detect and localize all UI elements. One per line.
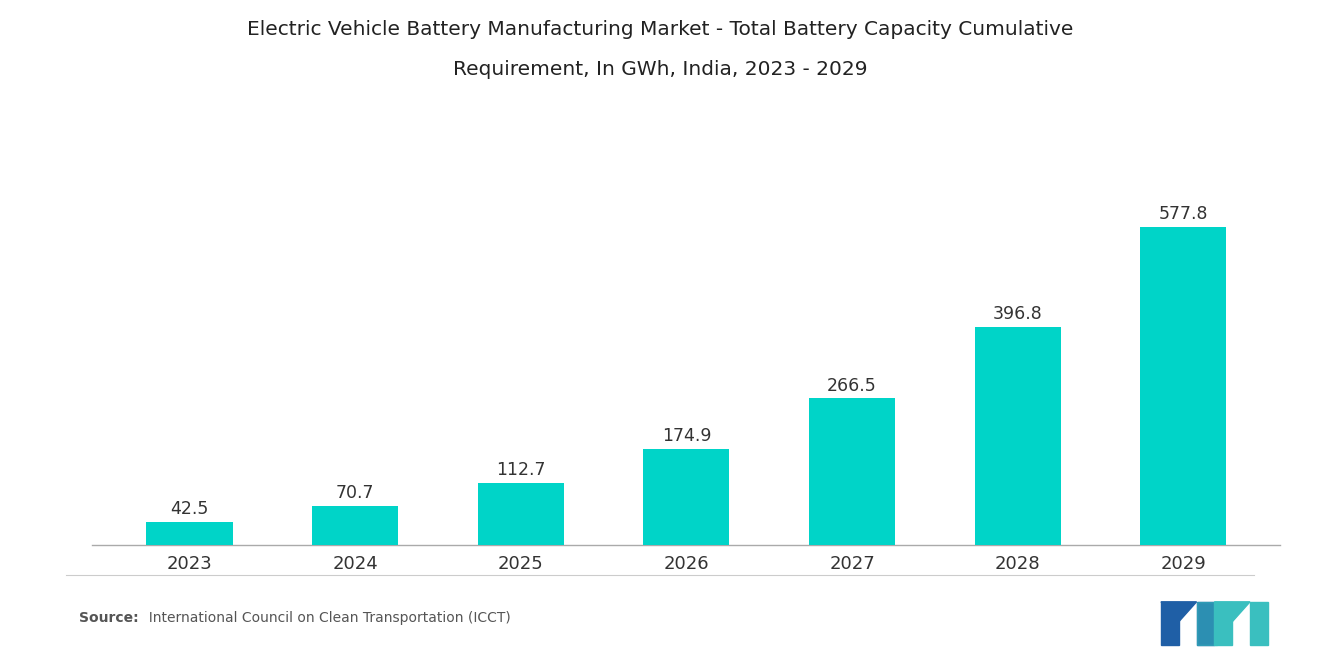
- Bar: [147, 522, 232, 545]
- Text: 112.7: 112.7: [496, 462, 545, 479]
- Bar: [478, 483, 564, 545]
- Polygon shape: [1214, 602, 1250, 622]
- Text: 577.8: 577.8: [1159, 205, 1208, 223]
- Bar: [974, 327, 1061, 545]
- Text: 70.7: 70.7: [335, 485, 375, 503]
- Text: International Council on Clean Transportation (ICCT): International Council on Clean Transport…: [140, 611, 511, 626]
- Bar: [312, 506, 399, 545]
- Bar: [643, 449, 730, 545]
- Bar: [1162, 602, 1179, 645]
- Polygon shape: [1162, 602, 1196, 622]
- Bar: [1140, 227, 1226, 545]
- Bar: [1196, 602, 1214, 645]
- Bar: [1214, 602, 1233, 645]
- Text: 396.8: 396.8: [993, 305, 1043, 323]
- Text: 266.5: 266.5: [828, 376, 876, 394]
- Text: Requirement, In GWh, India, 2023 - 2029: Requirement, In GWh, India, 2023 - 2029: [453, 60, 867, 79]
- Bar: [809, 398, 895, 545]
- Bar: [1196, 602, 1217, 645]
- Text: 42.5: 42.5: [170, 500, 209, 518]
- Text: 174.9: 174.9: [661, 427, 711, 445]
- Text: Source:: Source:: [79, 611, 139, 626]
- Text: Electric Vehicle Battery Manufacturing Market - Total Battery Capacity Cumulativ: Electric Vehicle Battery Manufacturing M…: [247, 20, 1073, 39]
- Bar: [1250, 602, 1267, 645]
